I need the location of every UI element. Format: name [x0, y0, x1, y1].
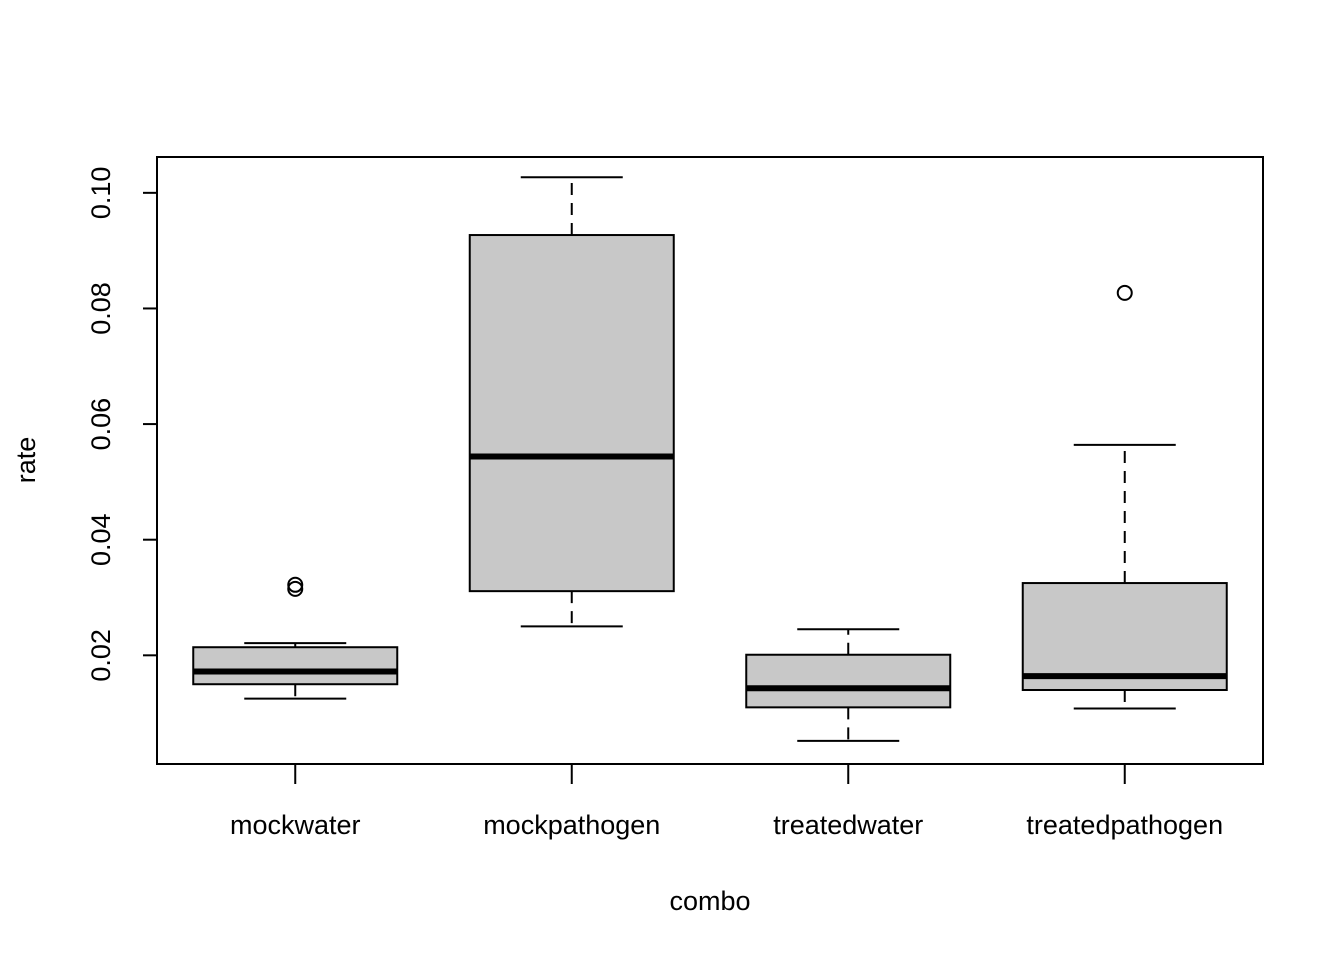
y-axis-title: rate	[11, 437, 41, 484]
iqr-box	[192, 646, 399, 686]
iqr-box	[468, 234, 675, 593]
iqr-box	[745, 653, 952, 709]
y-tick-label: 0.10	[86, 167, 116, 220]
x-tick-label: treatedpathogen	[1026, 810, 1223, 840]
y-tick-label: 0.08	[86, 282, 116, 335]
box-group-treatedwater	[745, 628, 952, 742]
iqr-box	[1021, 582, 1228, 692]
y-tick-label: 0.04	[86, 513, 116, 566]
x-axis: mockwater mockpathogen treatedwater treated…	[230, 764, 1223, 840]
outlier-point	[287, 576, 304, 593]
x-tick-label: mockpathogen	[483, 810, 660, 840]
boxes-layer	[192, 176, 1228, 742]
box-group-mockpathogen	[468, 176, 675, 628]
box-group-mockwater	[192, 576, 399, 700]
y-axis: 0.02 0.04 0.06 0.08 0.10	[86, 167, 158, 682]
y-tick-label: 0.06	[86, 398, 116, 451]
box-group-treatedpathogen	[1021, 284, 1228, 710]
y-tick-label: 0.02	[86, 629, 116, 682]
x-tick-label: mockwater	[230, 810, 361, 840]
outlier-point	[1116, 284, 1133, 301]
x-tick-label: treatedwater	[773, 810, 923, 840]
x-axis-title: combo	[669, 886, 750, 916]
outlier-point	[287, 580, 304, 597]
